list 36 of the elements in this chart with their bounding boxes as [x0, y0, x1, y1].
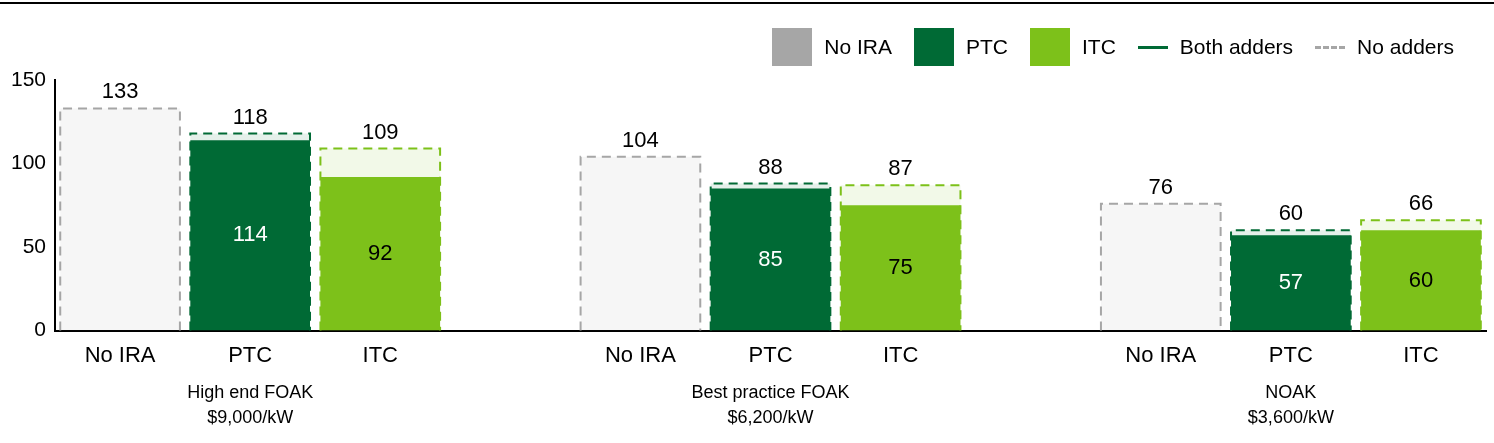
data-label: 85	[758, 245, 783, 271]
data-label: 57	[1278, 269, 1304, 295]
y-tick-label: 0	[34, 317, 47, 341]
category-label: No IRA	[824, 35, 893, 58]
data-label: 109	[361, 118, 399, 144]
x-tick-label: ITC	[362, 341, 399, 367]
x-tick-label: ITC	[882, 341, 919, 367]
data-label: 75	[888, 254, 913, 280]
data-label: 118	[232, 103, 268, 129]
data-label: 104	[622, 126, 659, 152]
data-label: 76	[1148, 173, 1174, 199]
x-tick-label: PTC	[228, 341, 273, 367]
y-tick-label: 100	[10, 150, 47, 174]
data-label: 87	[888, 155, 913, 181]
legend-label: No adders	[1357, 35, 1454, 59]
data-label: 92	[368, 239, 393, 265]
text: Best practice FOAK $6,200/kW	[691, 381, 850, 427]
x-tick-label: No IRA	[84, 341, 156, 367]
data-label: 66	[1408, 190, 1434, 216]
x-tick-label: PTC	[1268, 341, 1313, 367]
data-label: 114	[232, 221, 268, 247]
data-label: 88	[758, 153, 783, 179]
x-tick-label: ITC	[1403, 341, 1439, 367]
x-tick-label: PTC	[748, 341, 793, 367]
data-label: 60	[1408, 266, 1434, 292]
x-tick-label: No IRA	[604, 341, 677, 367]
legend-label: Both adders	[1179, 35, 1294, 59]
x-tick-label: No IRA	[1125, 341, 1197, 367]
y-tick-label: 50	[22, 233, 47, 257]
data-label: 60	[1278, 200, 1304, 226]
y-tick-label: 150	[10, 66, 47, 90]
data-label: 133	[101, 78, 139, 104]
text: NOAK $3,600/kW	[1247, 381, 1334, 427]
category-label: ITC	[1082, 35, 1116, 58]
text: High end FOAK $9,000/kW	[187, 381, 314, 427]
category-label: PTC	[966, 35, 1009, 58]
